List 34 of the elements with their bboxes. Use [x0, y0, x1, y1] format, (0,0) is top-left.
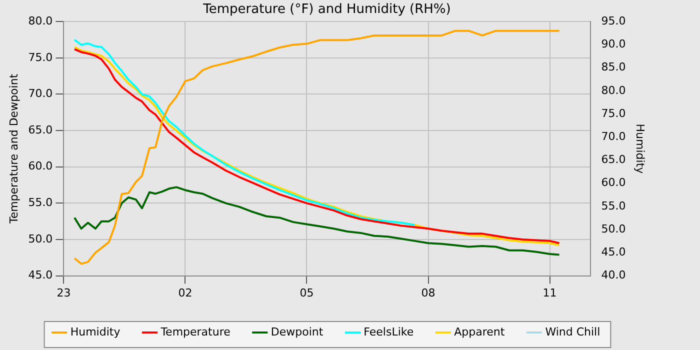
x-tick-label: 05	[300, 286, 314, 300]
x-tick-label: 23	[56, 286, 71, 300]
y2-tick-label: 65.0	[601, 153, 626, 166]
legend-label: Apparent	[454, 325, 506, 338]
y-axis-title: Temperature and Dewpoint	[7, 73, 20, 225]
y-tick-label: 75.0	[28, 50, 53, 64]
y2-tick-label: 40.0	[601, 268, 626, 282]
chart-title: Temperature (°F) and Humidity (RH%)	[202, 2, 451, 18]
y2-tick-label: 50.0	[601, 222, 626, 236]
y2-tick-label: 45.0	[601, 246, 626, 259]
y-tick-label: 50.0	[28, 232, 53, 246]
y2-tick-label: 80.0	[601, 84, 626, 97]
y2-tick-label: 55.0	[601, 199, 626, 212]
legend-label: Wind Chill	[545, 325, 600, 338]
y2-tick-label: 85.0	[601, 60, 626, 74]
x-tick-label: 08	[421, 286, 436, 300]
legend-label: Dewpoint	[270, 325, 324, 338]
legend-label: Humidity	[70, 325, 121, 338]
legend-label: Temperature	[160, 325, 231, 338]
y-tick-label: 60.0	[28, 160, 53, 173]
y-tick-label: 45.0	[28, 268, 53, 282]
y-tick-label: 55.0	[28, 196, 53, 210]
y2-axis-title: Humidity	[634, 124, 647, 174]
legend-label: FeelsLike	[364, 325, 414, 338]
y2-tick-label: 60.0	[601, 176, 626, 190]
y2-tick-label: 70.0	[601, 130, 626, 144]
y2-tick-label: 75.0	[601, 106, 626, 120]
y-tick-label: 65.0	[28, 123, 53, 136]
y2-tick-label: 90.0	[601, 38, 626, 51]
x-tick-label: 02	[178, 286, 192, 300]
y-tick-label: 70.0	[28, 87, 53, 100]
x-tick-label: 11	[542, 286, 557, 300]
y2-tick-label: 95.0	[601, 14, 626, 28]
y-tick-label: 80.0	[28, 14, 53, 28]
